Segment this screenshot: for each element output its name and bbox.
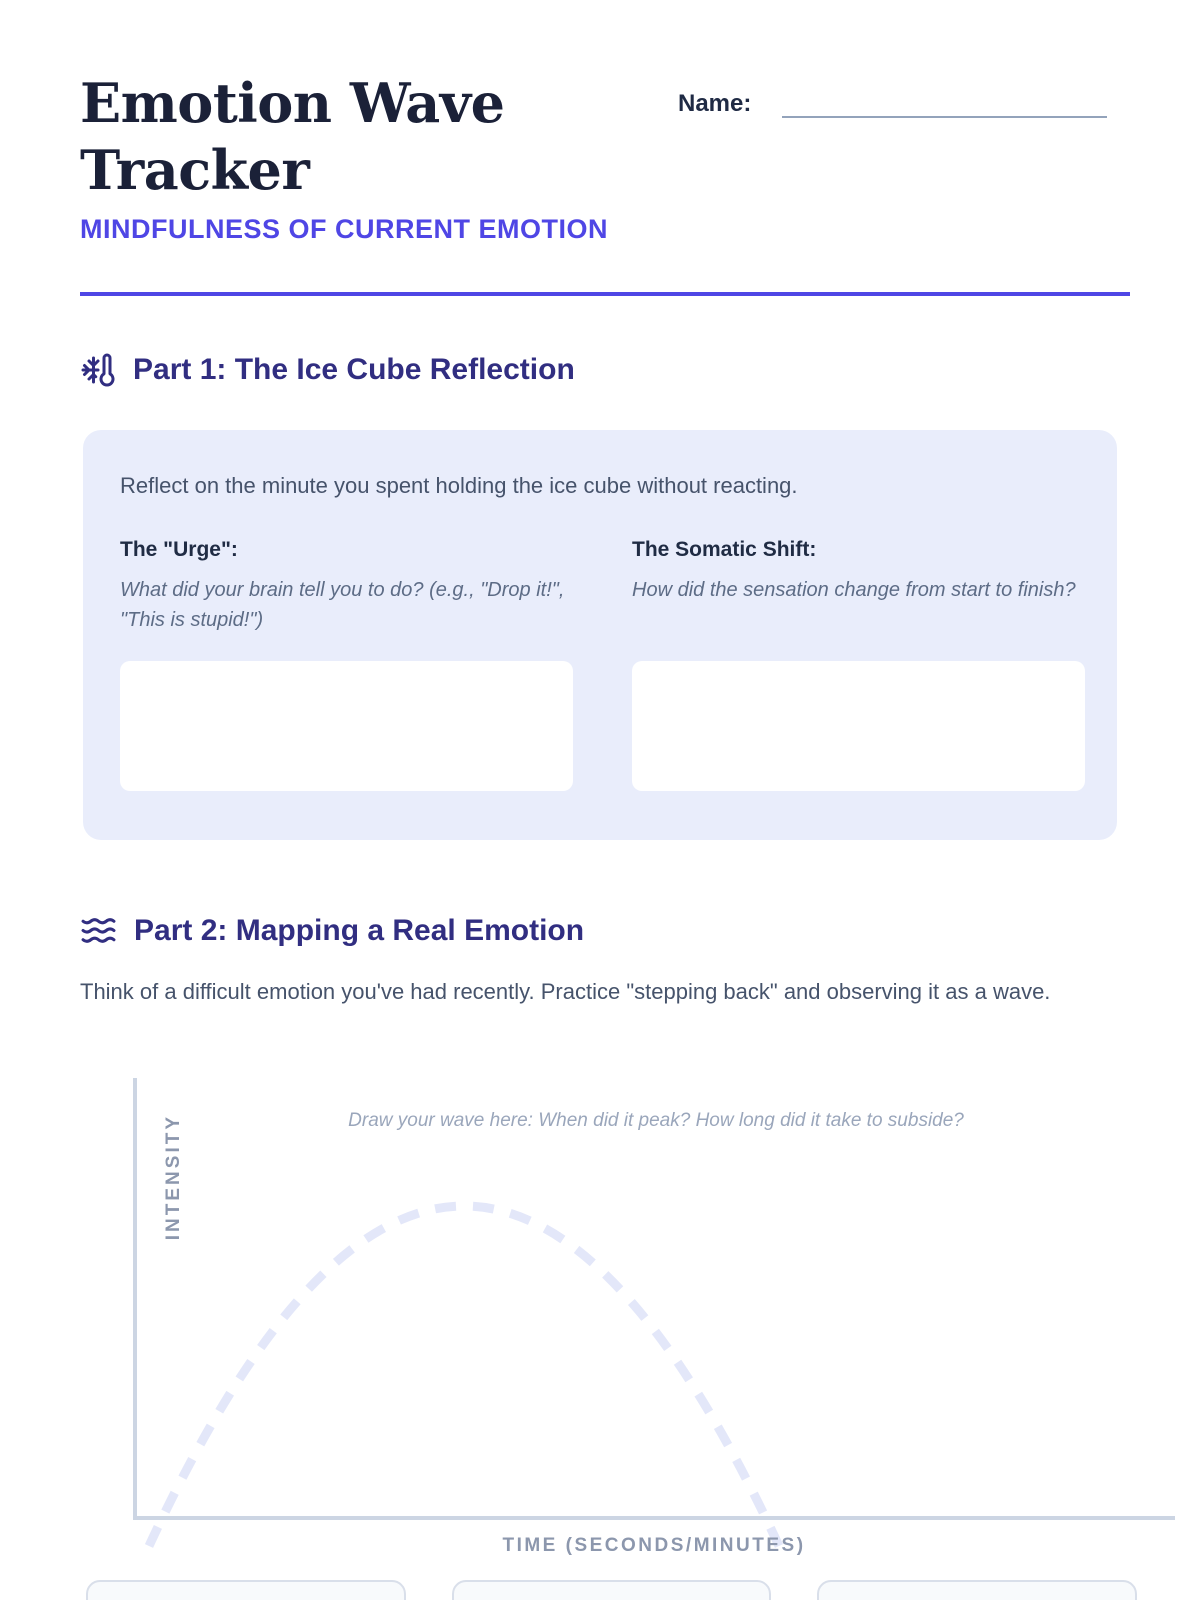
field-somatic-shift: The Somatic Shift: How did the sensation… xyxy=(632,538,1085,791)
part1-fields-grid: The "Urge": What did your brain tell you… xyxy=(120,538,1085,791)
field-somatic-shift-hint: How did the sensation change from start … xyxy=(632,579,1076,601)
field-urge: The "Urge": What did your brain tell you… xyxy=(120,538,573,791)
part1-heading: Part 1: The Ice Cube Reflection xyxy=(133,353,575,386)
guide-wave-dashed-curve xyxy=(144,1201,784,1548)
field-somatic-shift-label: The Somatic Shift: xyxy=(632,538,817,561)
bottom-field-2[interactable] xyxy=(451,1580,772,1600)
field-somatic-shift-input[interactable] xyxy=(632,661,1085,791)
field-urge-label: The "Urge": xyxy=(120,538,238,561)
y-axis-label: INTENSITY xyxy=(163,1114,184,1241)
field-urge-hint: What did your brain tell you to do? (e.g… xyxy=(120,579,565,631)
part2-heading-row: Part 2: Mapping a Real Emotion xyxy=(80,912,584,949)
part1-heading-row: Part 1: The Ice Cube Reflection xyxy=(80,352,575,388)
thermometer-snowflake-icon xyxy=(81,353,115,387)
bottom-fields-row xyxy=(86,1580,1138,1600)
page-title: Emotion Wave Tracker xyxy=(80,71,505,202)
wave-chart-draw-area[interactable]: INTENSITY Draw your wave here: When did … xyxy=(133,1078,1175,1548)
field-urge-input[interactable] xyxy=(120,661,573,791)
divider-rule xyxy=(80,292,1130,296)
part1-intro: Reflect on the minute you spent holding … xyxy=(120,473,798,498)
name-field-row: Name: xyxy=(678,84,1108,118)
name-input-line[interactable] xyxy=(782,84,1108,118)
chart-hint-text: Draw your wave here: When did it peak? H… xyxy=(348,1110,964,1131)
x-axis-label: TIME (SECONDS/MINUTES) xyxy=(502,1535,806,1556)
bottom-field-1[interactable] xyxy=(86,1580,406,1600)
waves-icon xyxy=(81,918,116,943)
part2-intro: Think of a difficult emotion you've had … xyxy=(80,979,1051,1004)
part1-card: Reflect on the minute you spent holding … xyxy=(83,430,1117,840)
bottom-field-3[interactable] xyxy=(817,1580,1138,1600)
name-label: Name: xyxy=(678,90,752,117)
part2-heading: Part 2: Mapping a Real Emotion xyxy=(134,913,585,947)
page-subtitle: MINDFULNESS OF CURRENT EMOTION xyxy=(80,214,608,244)
